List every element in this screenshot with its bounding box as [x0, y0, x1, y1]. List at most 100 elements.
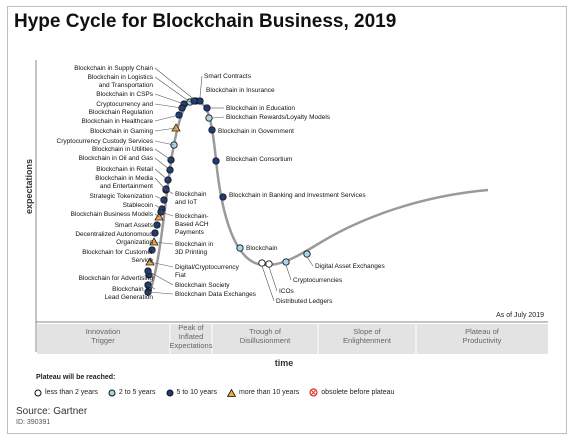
darkblue-circle-marker	[219, 193, 227, 201]
lightblue-circle-marker	[236, 244, 244, 252]
white-circle-marker	[265, 260, 273, 268]
legend-label: obsolete before plateau	[321, 389, 395, 396]
leader-line	[148, 274, 156, 279]
red-x-circle-icon	[309, 388, 318, 397]
left-point-label: Blockchain for Advertising	[79, 275, 154, 282]
darkblue-circle-marker	[212, 157, 220, 165]
right-point-label: Blockchain in Education	[226, 105, 295, 112]
left-point-label: Blockchain in Gaming	[90, 128, 153, 135]
leader-line	[151, 249, 156, 253]
right-point-label: Blockchain in Banking and Investment Ser…	[229, 192, 366, 199]
leader-line	[160, 211, 174, 217]
leader-line	[154, 140, 175, 146]
left-point-label: Blockchain Business Models	[71, 211, 154, 218]
leader-line	[154, 195, 165, 201]
left-point-label: Blockchain in Retail	[96, 166, 153, 173]
leader-line	[211, 116, 225, 119]
left-point-label: Cryptocurrency and Blockchain Regulation	[89, 101, 154, 116]
leader-line	[154, 76, 191, 103]
right-point-label: Blockchain Rewards/Loyalty Models	[226, 114, 331, 121]
leader-line	[154, 103, 183, 109]
legend-item: less than 2 years	[34, 389, 98, 397]
leader-line	[154, 213, 160, 218]
white-circle-marker	[258, 259, 266, 267]
leader-line	[154, 204, 163, 210]
legend-label: less than 2 years	[45, 389, 98, 396]
leader-line	[154, 114, 180, 122]
right-point-label: Blockchain Consortium	[226, 156, 292, 163]
left-point-label: Strategic Tokenization	[90, 193, 154, 200]
left-point-label: Blockchain in Media and Entertainment	[95, 175, 153, 190]
phase-label: Plateau of Productivity	[463, 327, 502, 345]
mid-point-label: Digital/Cryptocurrency Fiat	[175, 264, 240, 279]
legend-title: Plateau will be reached:	[36, 374, 116, 381]
mid-point-label: Blockchain Data Exchanges	[175, 291, 257, 298]
lightblue-circle-icon	[108, 389, 116, 396]
chart-title: Hype Cycle for Blockchain Business, 2019	[14, 11, 397, 32]
legend-label: 2 to 5 years	[118, 389, 156, 396]
doc-id: ID: 390391	[16, 419, 51, 426]
leader-line	[261, 265, 275, 302]
left-point-label: Blockchain for Lead Generation	[105, 286, 154, 301]
leader-line	[154, 127, 177, 132]
legend: less than 2 years 2 to 5 years 5 to 10 y…	[34, 388, 394, 397]
darkblue-circle-marker	[190, 97, 198, 105]
mid-point-label: Blockchain in 3D Printing	[175, 241, 214, 256]
leader-line	[147, 284, 156, 290]
leader-line	[285, 264, 292, 281]
leader-line	[154, 177, 167, 191]
phase-label: Trough of Disillusionment	[240, 327, 291, 345]
legend-label: 5 to 10 years	[176, 389, 217, 396]
lightblue-circle-marker	[303, 250, 311, 258]
left-point-label: Decentralized Autonomous Organization	[75, 231, 153, 246]
right-point-label: Blockchain	[246, 245, 278, 252]
left-point-label: Blockchain in Utilities	[92, 146, 154, 153]
leader-line	[306, 256, 314, 267]
left-point-label: Smart Assets	[115, 222, 154, 229]
phase-label: Innovation Trigger	[86, 327, 121, 345]
darkblue-circle-icon	[166, 389, 173, 396]
orange-triangle-icon	[226, 388, 236, 397]
leader-line	[154, 67, 197, 102]
darkblue-circle-marker	[196, 97, 204, 105]
y-axis-label: expectations	[24, 159, 34, 214]
legend-item: more than 10 years	[226, 388, 299, 397]
legend-item: 5 to 10 years	[166, 389, 217, 397]
legend-item: 2 to 5 years	[108, 389, 156, 397]
x-axis-label: time	[275, 358, 294, 368]
leader-line	[147, 270, 174, 286]
lightblue-circle-marker	[282, 258, 290, 266]
source-label: Source: Gartner	[16, 406, 88, 417]
right-point-label: Blockchain in Insurance	[206, 87, 275, 94]
left-point-label: Blockchain for Customer Service	[82, 249, 154, 264]
left-point-label: Blockchain in Supply Chain	[74, 65, 153, 72]
leader-line	[147, 291, 174, 295]
phase-label: Peak of Inflated Expectations	[170, 323, 213, 350]
phase-band	[37, 324, 548, 354]
leader-line	[154, 148, 172, 161]
darkblue-circle-marker	[208, 126, 216, 134]
phase-label: Slope of Enlightenment	[343, 327, 392, 345]
left-point-label: Blockchain in Healthcare	[81, 118, 153, 125]
right-point-label: Smart Contracts	[204, 73, 252, 80]
leader-line	[154, 168, 169, 181]
mid-point-label: Blockchain and IoT	[175, 191, 207, 206]
right-point-label: ICOs	[279, 288, 295, 295]
leader-line	[153, 241, 174, 245]
left-point-label: Stablecoin	[123, 202, 154, 209]
right-point-label: Blockchain in Government	[218, 128, 294, 135]
right-point-label: Digital Asset Exchanges	[315, 263, 385, 270]
leader-line	[268, 266, 278, 292]
hype-curve	[146, 99, 489, 297]
left-point-label: Blockchain in Logistics and Transportatio…	[88, 74, 154, 89]
orange-triangle-marker	[149, 237, 159, 246]
lightblue-circle-marker	[205, 114, 213, 122]
legend-item: obsolete before plateau	[309, 388, 394, 397]
right-point-label: Distributed Ledgers	[276, 298, 333, 305]
leader-line	[199, 75, 203, 98]
leader-line	[154, 93, 185, 105]
white-circle-icon	[34, 389, 42, 396]
orange-triangle-marker	[171, 123, 181, 132]
darkblue-circle-marker	[203, 104, 211, 112]
left-point-label: Blockchain in CSPs	[96, 91, 153, 98]
